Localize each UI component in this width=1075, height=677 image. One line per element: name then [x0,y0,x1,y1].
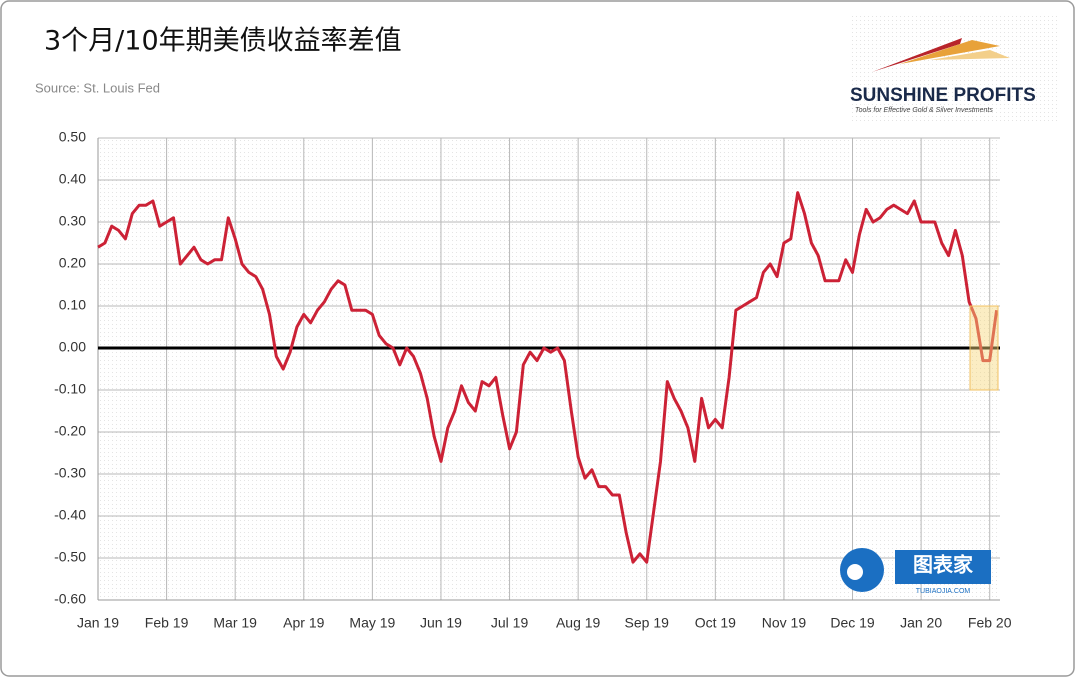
y-tick-label: 0.30 [59,213,86,229]
x-tick-label: Jul 19 [491,615,529,631]
highlight-box [969,305,999,391]
x-tick-label: Mar 19 [213,615,257,631]
plot-background [98,138,1000,600]
brand-name: SUNSHINE PROFITS [850,85,1036,106]
brand-tagline: Tools for Effective Gold & Silver Invest… [855,107,993,114]
x-tick-label: Dec 19 [830,615,875,631]
source: Source: St. Louis Fed [35,80,160,95]
x-tick-label: Jan 20 [900,615,942,631]
x-tick-label: Jan 19 [77,615,119,631]
watermark-name: 图表家 [913,553,974,577]
x-tick-label: Apr 19 [283,615,324,631]
y-tick-label: -0.10 [54,381,86,397]
brand-logo: SUNSHINE PROFITS Tools for Effective Gol… [850,14,1060,124]
y-tick-label: -0.30 [54,465,86,481]
y-tick-label: -0.50 [54,549,86,565]
y-tick-label: 0.10 [59,297,86,313]
x-tick-label: Oct 19 [695,615,736,631]
watermark-site: TUBIAOJIA.COM [916,588,971,595]
y-tick-label: -0.20 [54,423,86,439]
y-tick-label: 0.00 [59,339,86,355]
x-tick-label: Sep 19 [625,615,670,631]
x-tick-label: May 19 [349,615,395,631]
x-tick-label: Feb 20 [968,615,1012,631]
x-tick-label: Aug 19 [556,615,601,631]
watermark: 图表家 TUBIAOJIA.COM [840,548,991,595]
y-tick-label: 0.50 [59,129,86,145]
x-tick-label: Jun 19 [420,615,462,631]
y-tick-label: -0.40 [54,507,86,523]
y-tick-label: -0.60 [54,591,86,607]
x-tick-label: Nov 19 [762,615,807,631]
y-tick-label: 0.40 [59,171,86,187]
data-line [97,191,999,564]
y-tick-label: 0.20 [59,255,86,271]
chart-title: 3个月/10年期美债收益率差值 [44,26,402,57]
x-tick-label: Feb 19 [145,615,189,631]
